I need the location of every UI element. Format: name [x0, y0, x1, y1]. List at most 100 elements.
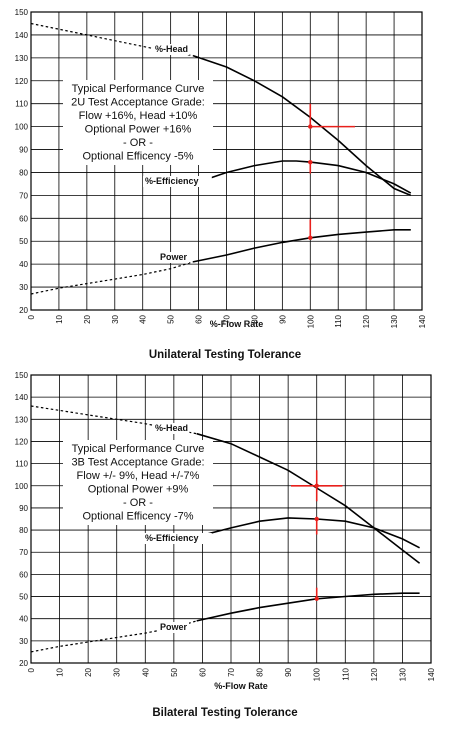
unilateral-chart: 20 30 40 50 60 70 80 90 100 110 120 130 140 150 0 10 20 3… — [15, 8, 427, 361]
guarantee-point — [314, 596, 319, 601]
y-tick-label: 110 — [15, 100, 28, 109]
x-tick-label: 110 — [334, 314, 343, 327]
x-tick-label: 30 — [111, 314, 120, 323]
head-label-bg — [153, 44, 190, 55]
annotation-line: Optional Power +16% — [85, 124, 192, 136]
annotation-line: 2U Test Acceptance Grade: — [71, 97, 205, 109]
x-tick-label: 20 — [83, 314, 92, 323]
head-label-bg — [153, 423, 190, 434]
power-curve-label: Power — [160, 252, 188, 262]
x-axis-label: %-Flow Rate — [210, 319, 264, 329]
efficiency-curve — [192, 160, 412, 194]
y-tick-label: 130 — [15, 415, 29, 424]
guarantee-point — [314, 483, 319, 488]
y-tick-label: 90 — [19, 504, 28, 513]
guarantee-point — [314, 516, 319, 522]
annotation-bg — [63, 440, 213, 525]
y-tick-label: 20 — [19, 659, 28, 668]
x-tick-label: 40 — [139, 314, 148, 323]
efficiency-curve-label: %-Efficiency — [145, 176, 199, 186]
x-tick-label: 130 — [398, 667, 407, 681]
efficiency-curve-label: %-Efficiency — [145, 533, 199, 543]
y-tick-label: 50 — [19, 237, 28, 246]
y-tick-label: 30 — [19, 283, 28, 292]
y-tick-label: 60 — [19, 570, 28, 579]
annotation-line: - OR - — [123, 497, 153, 509]
y-tick-label: 70 — [19, 548, 28, 557]
annotation-line: Optional Power +9% — [88, 484, 189, 496]
y-tick-label: 30 — [19, 637, 28, 646]
guarantee-point — [308, 124, 313, 129]
x-tick-label: 70 — [223, 314, 232, 323]
x-tick-label: 80 — [256, 667, 265, 676]
y-tick-label: 40 — [19, 615, 28, 624]
y-tick-label: 100 — [15, 123, 29, 132]
x-tick-label: 70 — [227, 667, 236, 676]
annotation-line: Flow +/- 9%, Head +/-7% — [77, 470, 200, 482]
x-tick-label: 20 — [84, 667, 93, 676]
power-curve-extrapolated — [30, 261, 194, 295]
y-tick-label: 40 — [19, 260, 28, 269]
x-tick-label: 90 — [278, 314, 287, 323]
y-tick-label: 130 — [15, 54, 29, 63]
guarantee-point — [308, 235, 313, 240]
plot-frame — [30, 11, 423, 311]
x-tick-label: 0 — [27, 314, 36, 319]
x-tick-label: 130 — [390, 314, 399, 328]
y-tick-label: 110 — [15, 460, 28, 469]
x-tick-label: 60 — [195, 314, 204, 323]
head-curve-label: %-Head — [155, 423, 188, 433]
efficiency-label-bg — [143, 533, 212, 544]
y-tick-label: 140 — [15, 393, 29, 402]
head-curve-extrapolated — [30, 405, 197, 435]
guarantee-point — [308, 159, 313, 165]
x-axis-label: %-Flow Rate — [214, 681, 268, 691]
y-tick-label: 150 — [15, 371, 29, 380]
x-tick-label: 80 — [250, 314, 259, 323]
annotation-line: - OR - — [123, 137, 153, 149]
y-tick-label: 80 — [19, 168, 28, 177]
annotation-line: Optional Efficency -7% — [82, 511, 193, 523]
x-tick-label: 120 — [370, 667, 379, 681]
head-curve — [196, 432, 421, 564]
power-curve-label: Power — [160, 622, 188, 632]
x-tick-label: 50 — [170, 667, 179, 676]
y-tick-label: 70 — [19, 191, 28, 200]
annotation-line: Optional Efficency -5% — [82, 151, 193, 163]
x-tick-label: 50 — [167, 314, 176, 323]
x-tick-label: 40 — [141, 667, 150, 676]
annotation-line: 3B Test Acceptance Grade: — [71, 457, 204, 469]
annotation-line: Typical Performance Curve — [72, 83, 205, 95]
annotation-line: Flow +16%, Head +10% — [79, 110, 198, 122]
x-tick-label: 100 — [313, 667, 322, 681]
annotation-bg — [63, 80, 213, 165]
power-curve-extrapolated — [30, 620, 197, 653]
y-tick-label: 50 — [19, 593, 28, 602]
x-tick-label: 140 — [418, 314, 427, 328]
y-tick-label: 140 — [15, 31, 29, 40]
y-tick-label: 80 — [19, 526, 28, 535]
y-tick-label: 20 — [19, 306, 28, 315]
chart-caption: Unilateral Testing Tolerance — [149, 349, 301, 361]
y-tick-label: 120 — [15, 77, 29, 86]
head-curve-label: %-Head — [155, 44, 188, 54]
x-tick-label: 90 — [284, 667, 293, 676]
bilateral-chart: 20 30 40 50 60 70 80 90 100 110 120 130 140 150 0 10 20 3… — [15, 371, 436, 719]
x-tick-label: 100 — [306, 314, 315, 328]
power-label-bg — [158, 622, 189, 633]
y-tick-label: 90 — [19, 146, 28, 155]
power-curve — [192, 229, 411, 263]
head-curve — [192, 54, 412, 197]
y-tick-label: 120 — [15, 437, 29, 446]
efficiency-curve — [196, 517, 420, 549]
y-tick-label: 150 — [15, 8, 29, 17]
chart-caption: Bilateral Testing Tolerance — [152, 707, 297, 719]
x-tick-label: 60 — [198, 667, 207, 676]
efficiency-label-bg — [143, 176, 212, 187]
annotation-line: Typical Performance Curve — [72, 443, 205, 455]
power-label-bg — [158, 252, 189, 263]
x-tick-label: 10 — [56, 667, 65, 676]
y-tick-label: 60 — [19, 214, 28, 223]
x-tick-label: 110 — [341, 667, 350, 680]
